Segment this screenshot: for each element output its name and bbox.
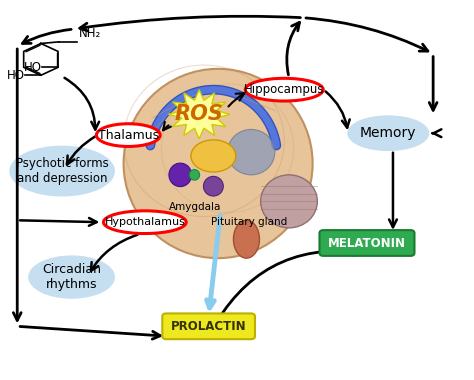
Text: NH₂: NH₂: [79, 27, 101, 40]
Text: Pituitary gland: Pituitary gland: [211, 217, 287, 227]
FancyBboxPatch shape: [319, 230, 414, 256]
Ellipse shape: [124, 69, 313, 258]
Text: Amygdala: Amygdala: [168, 202, 221, 212]
Text: Hippocampus: Hippocampus: [244, 83, 325, 96]
Text: Hypothalamus: Hypothalamus: [104, 217, 185, 227]
Text: ROS: ROS: [175, 104, 224, 124]
Text: HO: HO: [24, 61, 42, 74]
FancyBboxPatch shape: [162, 314, 255, 339]
Ellipse shape: [245, 78, 323, 101]
Ellipse shape: [228, 130, 275, 175]
Ellipse shape: [203, 176, 223, 196]
Ellipse shape: [103, 211, 186, 234]
Text: HO: HO: [7, 69, 25, 82]
Ellipse shape: [96, 124, 160, 146]
Ellipse shape: [189, 169, 200, 180]
Ellipse shape: [169, 163, 191, 187]
Text: Psychotic forms
and depression: Psychotic forms and depression: [16, 157, 109, 185]
Ellipse shape: [191, 140, 236, 172]
Ellipse shape: [29, 256, 114, 298]
Text: Thalamus: Thalamus: [98, 128, 159, 142]
Text: PROLACTIN: PROLACTIN: [171, 320, 246, 333]
Text: MELATONIN: MELATONIN: [328, 236, 406, 250]
Ellipse shape: [348, 116, 428, 150]
Polygon shape: [168, 90, 230, 139]
Ellipse shape: [10, 146, 114, 196]
Text: Circadian
rhythms: Circadian rhythms: [42, 263, 101, 291]
Ellipse shape: [261, 175, 318, 228]
Ellipse shape: [234, 220, 259, 258]
Text: Memory: Memory: [360, 126, 417, 140]
